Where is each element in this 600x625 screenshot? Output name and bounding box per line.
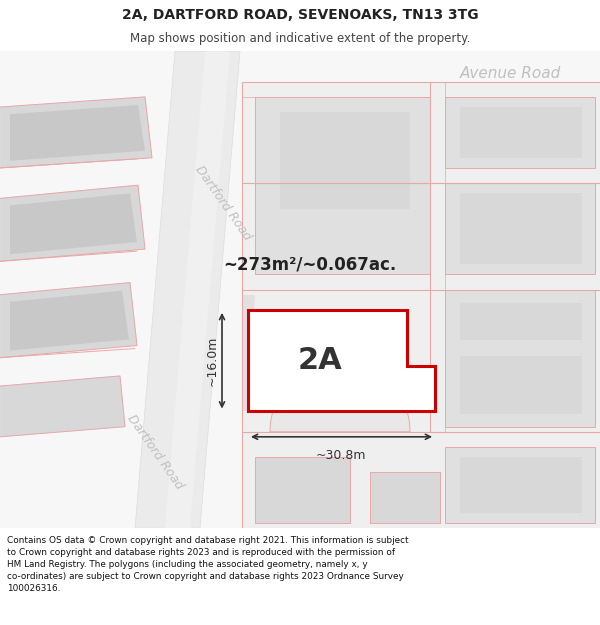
- Polygon shape: [255, 457, 350, 523]
- Polygon shape: [0, 376, 125, 437]
- Polygon shape: [460, 356, 582, 414]
- Text: ~30.8m: ~30.8m: [316, 449, 366, 462]
- Polygon shape: [445, 290, 595, 427]
- Polygon shape: [0, 51, 600, 528]
- Polygon shape: [242, 295, 255, 411]
- Text: Dartford Road: Dartford Road: [193, 164, 254, 243]
- Text: 2A, DARTFORD ROAD, SEVENOAKS, TN13 3TG: 2A, DARTFORD ROAD, SEVENOAKS, TN13 3TG: [122, 8, 478, 22]
- Polygon shape: [135, 51, 240, 528]
- Text: Avenue Road: Avenue Road: [460, 66, 560, 81]
- Polygon shape: [445, 97, 595, 168]
- Text: ~273m²/~0.067ac.: ~273m²/~0.067ac.: [223, 256, 397, 273]
- Polygon shape: [255, 97, 430, 274]
- Polygon shape: [248, 310, 435, 411]
- Polygon shape: [10, 193, 137, 254]
- Polygon shape: [460, 193, 582, 264]
- Polygon shape: [242, 432, 600, 528]
- Polygon shape: [242, 290, 600, 432]
- Polygon shape: [0, 282, 137, 357]
- Polygon shape: [460, 107, 582, 158]
- Polygon shape: [370, 472, 440, 523]
- Polygon shape: [0, 185, 145, 261]
- Polygon shape: [460, 303, 582, 341]
- Polygon shape: [165, 51, 230, 528]
- Polygon shape: [10, 291, 129, 351]
- Text: Contains OS data © Crown copyright and database right 2021. This information is : Contains OS data © Crown copyright and d…: [7, 536, 409, 594]
- Polygon shape: [242, 82, 600, 290]
- Polygon shape: [270, 361, 410, 432]
- Text: ~16.0m: ~16.0m: [206, 336, 219, 386]
- Polygon shape: [445, 183, 595, 274]
- Text: Dartford Road: Dartford Road: [124, 412, 185, 492]
- Polygon shape: [280, 112, 410, 209]
- Polygon shape: [445, 447, 595, 523]
- Text: Map shows position and indicative extent of the property.: Map shows position and indicative extent…: [130, 32, 470, 45]
- Polygon shape: [460, 457, 582, 513]
- Polygon shape: [0, 97, 152, 168]
- Polygon shape: [10, 105, 145, 161]
- Text: 2A: 2A: [298, 346, 343, 375]
